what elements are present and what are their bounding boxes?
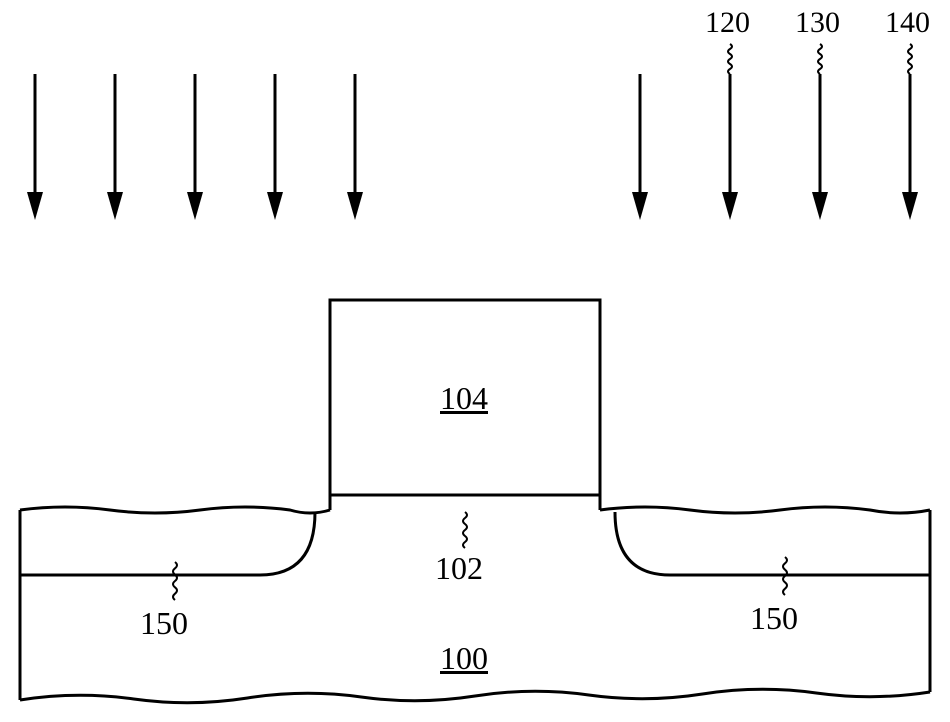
- diagram-stage: 120 130 140 104 102 100 150 150: [0, 0, 950, 722]
- top-label-2: 140: [885, 6, 930, 40]
- region-label-0: 104: [440, 380, 488, 417]
- region-label-1: 102: [435, 550, 483, 587]
- region-label-3: 150: [140, 605, 188, 642]
- top-label-0: 120: [705, 6, 750, 40]
- region-label-4: 150: [750, 600, 798, 637]
- region-label-2: 100: [440, 640, 488, 677]
- top-label-1: 130: [795, 6, 840, 40]
